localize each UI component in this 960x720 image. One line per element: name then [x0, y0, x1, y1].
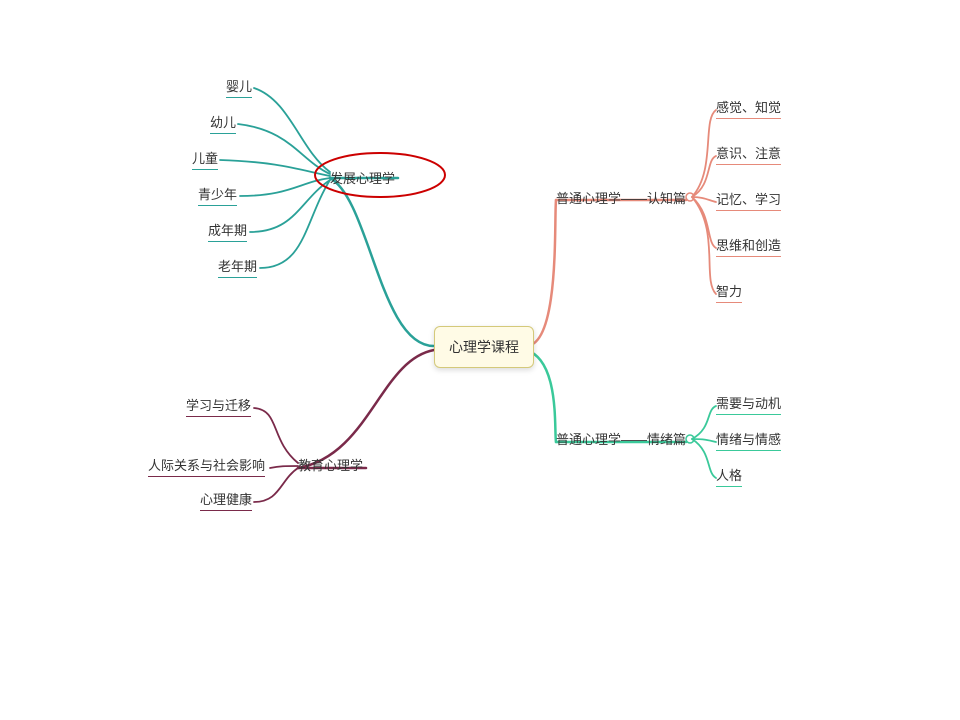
leaf-label-edu-2[interactable]: 心理健康 [200, 489, 252, 511]
leaf-edge-emo-0 [692, 406, 716, 439]
branch-label-dev[interactable]: 发展心理学 [330, 168, 395, 187]
leaf-label-edu-1[interactable]: 人际关系与社会影响 [148, 455, 265, 477]
leaf-label-cog-3[interactable]: 思维和创造 [716, 235, 781, 257]
center-node[interactable]: 心理学课程 [434, 326, 534, 368]
leaf-label-dev-4[interactable]: 成年期 [208, 220, 247, 242]
leaf-edge-cog-3 [692, 197, 716, 248]
branch-label-edu[interactable]: 教育心理学 [298, 455, 363, 474]
leaf-label-cog-4[interactable]: 智力 [716, 281, 742, 303]
leaf-label-cog-2[interactable]: 记忆、学习 [716, 189, 781, 211]
leaf-label-emo-2[interactable]: 人格 [716, 465, 742, 487]
leaf-label-cog-0[interactable]: 感觉、知觉 [716, 97, 781, 119]
branch-label-emo[interactable]: 普通心理学——情绪篇 [556, 429, 686, 448]
leaf-label-edu-0[interactable]: 学习与迁移 [186, 395, 251, 417]
branch-edge-dev [330, 178, 434, 346]
branch-edge-cog [526, 200, 556, 346]
leaf-edge-dev-4 [250, 180, 330, 232]
branch-label-cog[interactable]: 普通心理学——认知篇 [556, 188, 686, 207]
leaf-label-cog-1[interactable]: 意识、注意 [716, 143, 781, 165]
leaf-label-dev-1[interactable]: 幼儿 [210, 112, 236, 134]
leaf-edge-edu-1 [270, 466, 298, 468]
leaf-label-dev-3[interactable]: 青少年 [198, 184, 237, 206]
leaf-label-emo-0[interactable]: 需要与动机 [716, 393, 781, 415]
leaf-label-emo-1[interactable]: 情绪与情感 [716, 429, 781, 451]
branch-edge-edu [298, 350, 434, 468]
leaf-label-dev-2[interactable]: 儿童 [192, 148, 218, 170]
leaf-label-dev-0[interactable]: 婴儿 [226, 76, 252, 98]
mindmap-stage: 心理学课程 发展心理学 婴儿幼儿儿童青少年成年期老年期教育心理学 学习与迁移人际关系与… [0, 0, 960, 720]
leaf-label-dev-5[interactable]: 老年期 [218, 256, 257, 278]
leaf-edge-emo-2 [692, 439, 716, 478]
